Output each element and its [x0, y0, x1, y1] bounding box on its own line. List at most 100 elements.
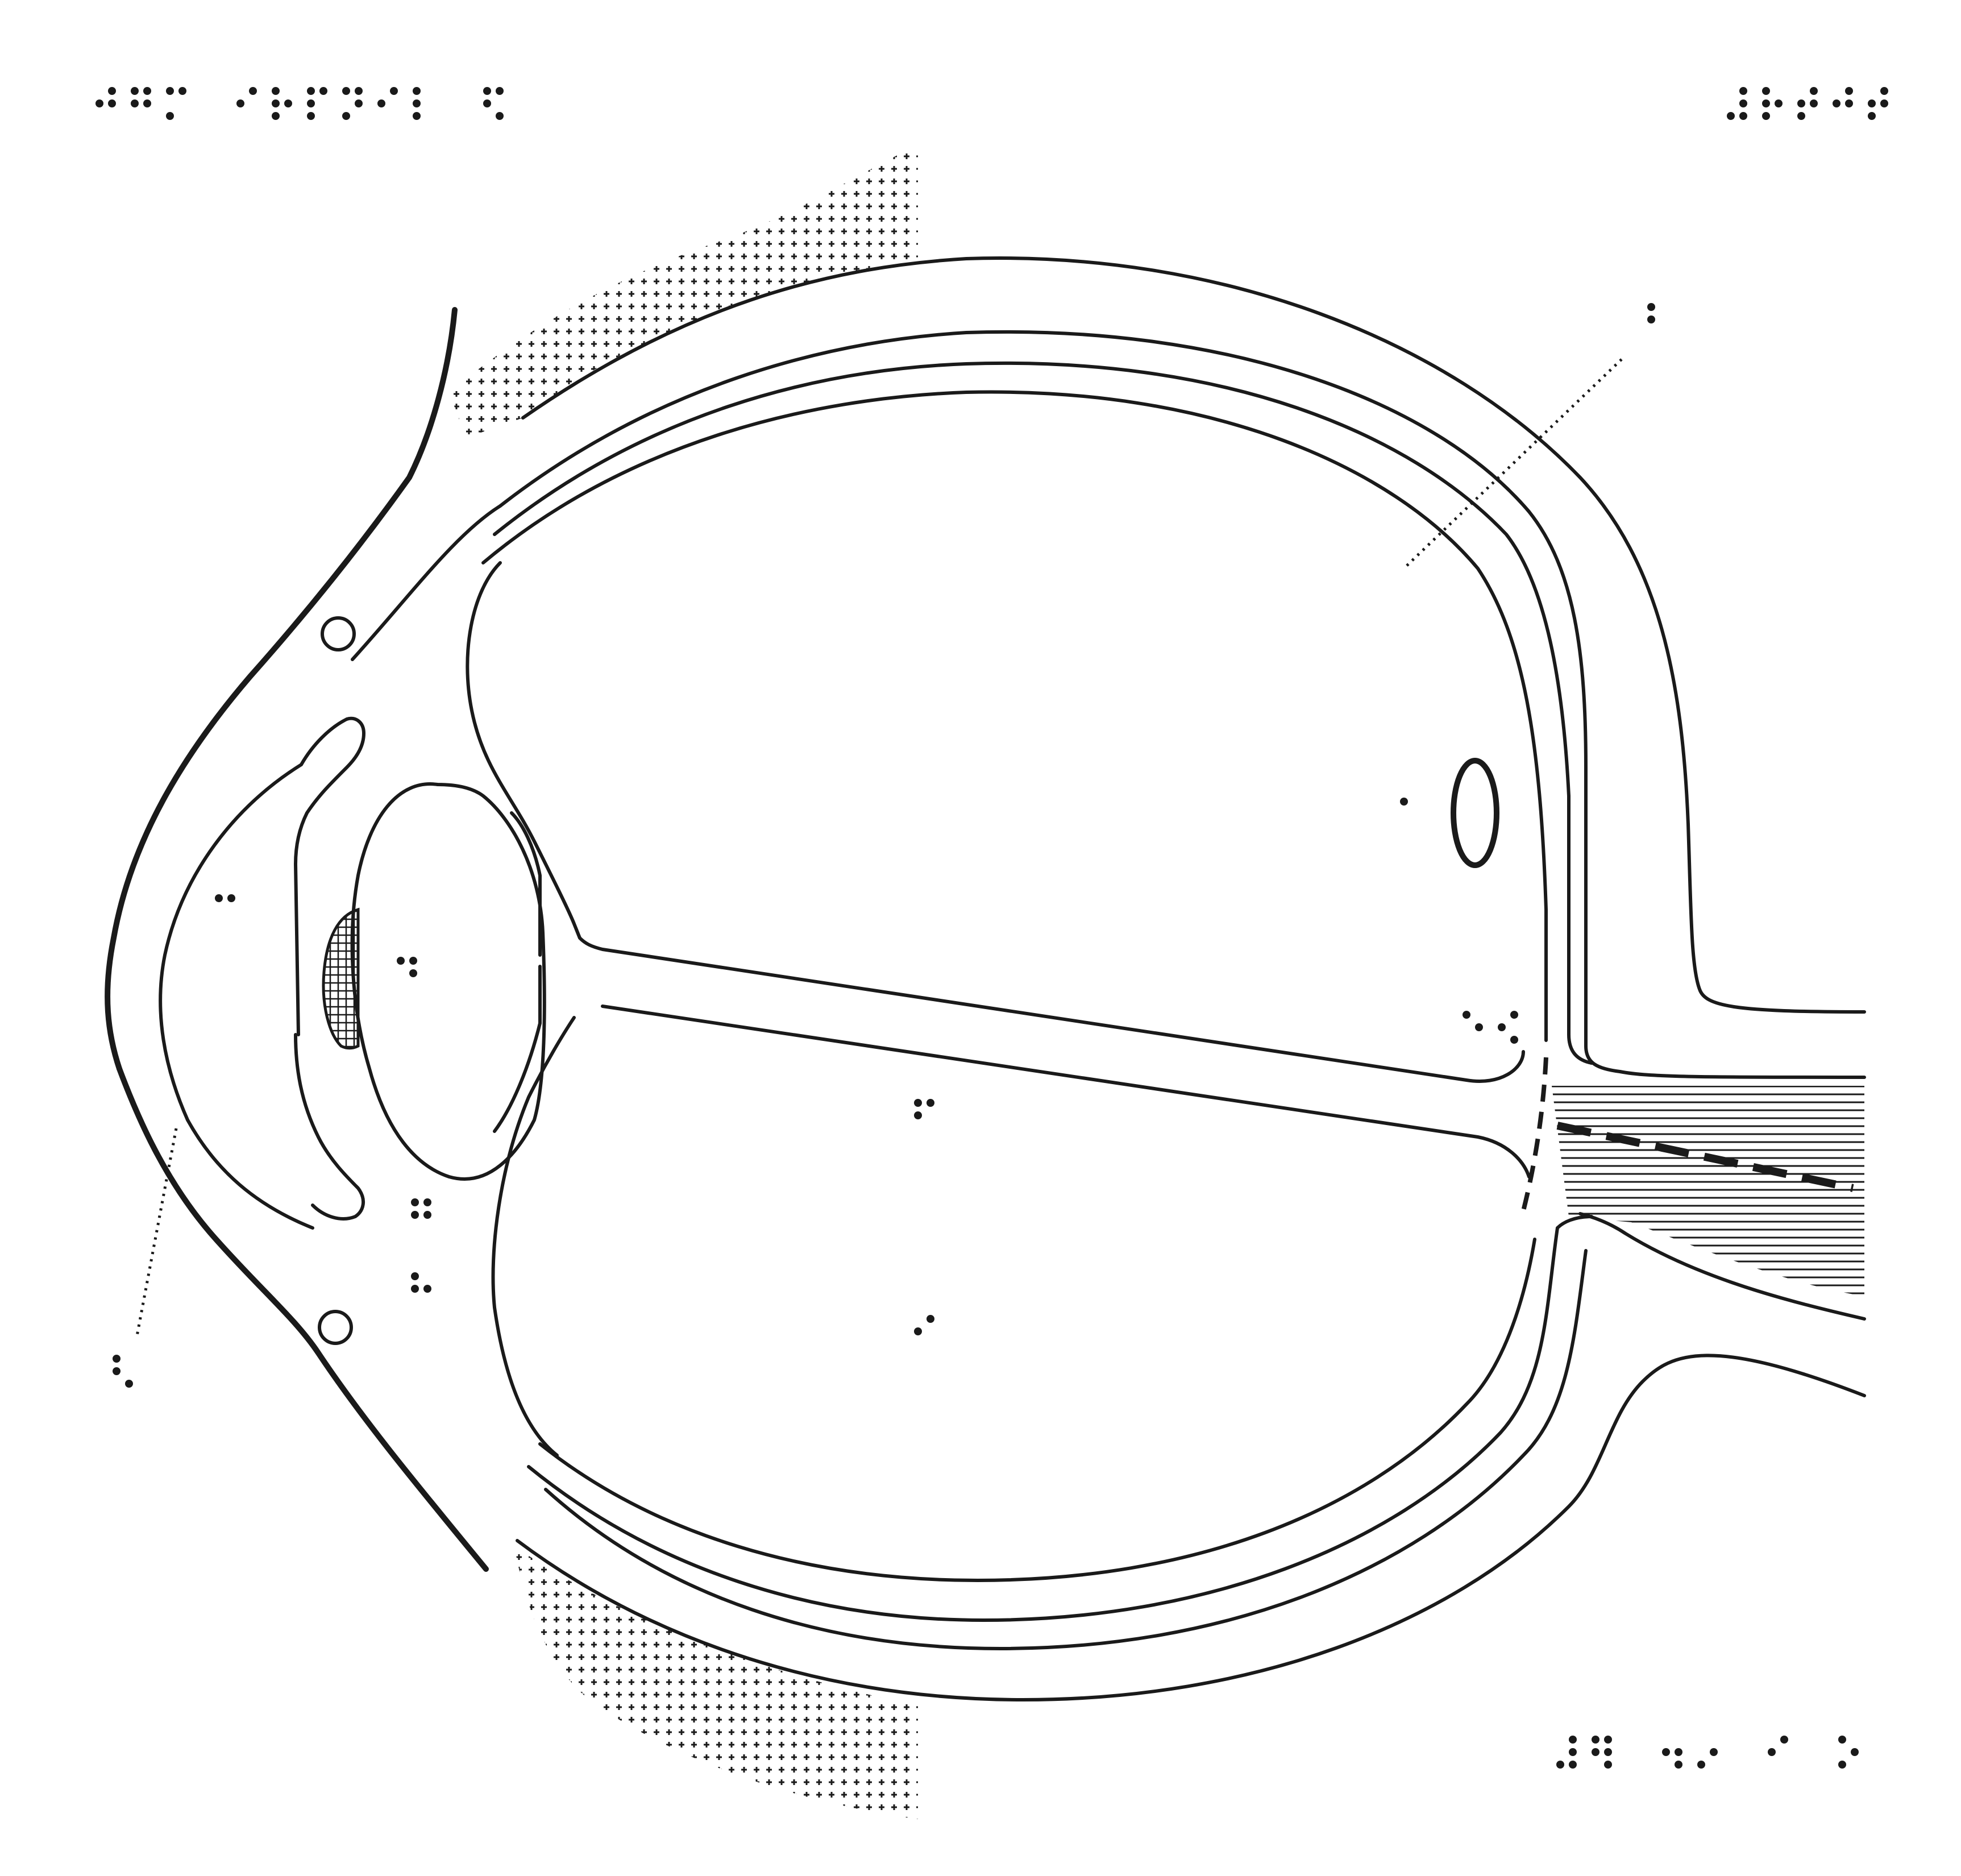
braille-dot	[1780, 1736, 1788, 1744]
braille-dot	[1710, 1748, 1718, 1756]
optic-nerve-sheath-bottom	[1578, 1212, 1866, 1321]
braille-dot	[131, 99, 139, 107]
braille-dot	[1810, 87, 1818, 95]
braille-dot	[1475, 1023, 1483, 1031]
braille-dot	[1510, 1011, 1518, 1019]
braille-dot	[914, 1327, 922, 1335]
braille-dot	[272, 99, 280, 107]
braille-dot	[1762, 99, 1770, 107]
braille-dot	[1662, 1748, 1670, 1756]
braille-dot	[1569, 1736, 1577, 1744]
braille-dot	[1762, 87, 1770, 95]
braille-label-a	[113, 1355, 133, 1388]
braille-footer	[1556, 1736, 1859, 1769]
braille-dot	[1739, 87, 1747, 95]
braille-dot	[1727, 112, 1735, 120]
braille-dot	[423, 1285, 431, 1293]
braille-dot	[496, 112, 504, 120]
braille-dot	[1838, 1761, 1846, 1769]
cornea-outer	[351, 504, 502, 661]
braille-dot	[1739, 99, 1747, 107]
braille-dot	[1797, 99, 1805, 107]
braille-label-b	[1647, 303, 1655, 323]
optic-nerve-dashed	[1556, 1122, 1854, 1192]
braille-dot	[1556, 1761, 1564, 1769]
braille-dot	[411, 1211, 419, 1219]
ciliary-connection-top	[510, 811, 542, 957]
ciliary-connection-bottom	[493, 965, 542, 1133]
braille-dot	[95, 99, 103, 107]
braille-dot	[272, 112, 280, 120]
braille-label-g	[411, 1198, 431, 1219]
braille-dot	[1675, 1761, 1682, 1769]
braille-dot	[1845, 87, 1853, 95]
leader-line-retina	[1406, 357, 1624, 567]
braille-dot	[1762, 112, 1770, 120]
choroid-ring-bottom-outer	[544, 1249, 1588, 1650]
braille-dot	[1797, 112, 1805, 120]
braille-dot	[1838, 1736, 1846, 1744]
braille-dot	[423, 1211, 431, 1219]
braille-dot	[166, 112, 174, 120]
pupil-marker	[322, 907, 360, 1050]
braille-dot	[108, 87, 116, 95]
retina-bottom	[538, 1238, 1536, 1582]
braille-dot	[496, 87, 504, 95]
braille-dot	[1768, 1748, 1776, 1756]
braille-dot	[423, 1198, 431, 1206]
tear-gland-top-icon	[321, 616, 356, 651]
braille-dot	[1592, 1748, 1599, 1756]
braille-dot	[307, 112, 315, 120]
braille-label-i	[914, 1315, 934, 1335]
braille-dot	[1833, 99, 1840, 107]
braille-dot	[1463, 1011, 1470, 1019]
braille-dot	[249, 87, 257, 95]
braille-dot	[125, 1380, 133, 1388]
braille-dot	[355, 87, 363, 95]
fovea-dot-icon	[1400, 798, 1408, 806]
optic-nerve-sheath-top	[1618, 1070, 1866, 1079]
braille-dot	[1810, 99, 1818, 107]
braille-dot	[227, 894, 235, 902]
braille-dot	[390, 87, 398, 95]
anterior-chamber	[159, 763, 314, 1230]
braille-dot	[413, 112, 421, 120]
braille-dot	[1510, 1036, 1518, 1044]
braille-dot	[284, 99, 292, 107]
braille-dot	[411, 1198, 419, 1206]
retina	[481, 390, 1548, 1042]
braille-dot	[307, 87, 315, 95]
braille-dot	[1868, 112, 1876, 120]
orbital-fat-bottom	[514, 1546, 918, 1819]
braille-dot	[409, 957, 417, 965]
braille-dot	[166, 87, 174, 95]
lens	[350, 782, 546, 1181]
braille-dot	[108, 99, 116, 107]
braille-label-e	[1463, 1011, 1518, 1044]
braille-dot	[113, 1355, 121, 1363]
braille-dot	[1604, 1748, 1612, 1756]
choroid-ring-inner	[493, 361, 1593, 1065]
braille-dot	[483, 99, 491, 107]
choroid-ring-bottom	[527, 1215, 1593, 1622]
sclera-outer-bottom	[516, 1354, 1866, 1701]
braille-dot	[927, 1099, 934, 1107]
braille-dot	[397, 957, 405, 965]
braille-dot	[914, 1111, 922, 1119]
braille-dot	[409, 969, 417, 977]
braille-dot	[1880, 99, 1888, 107]
vitreous-lower-outline	[491, 1016, 576, 1457]
braille-dot	[1647, 303, 1655, 311]
braille-dot	[1739, 112, 1747, 120]
braille-label-d	[397, 957, 417, 977]
braille-dot	[1604, 1761, 1612, 1769]
iris-top	[294, 716, 365, 866]
leader-line-cornea	[135, 1128, 178, 1339]
braille-title	[95, 87, 504, 120]
optic-disc-wall	[1521, 1057, 1548, 1211]
braille-label-f	[914, 1099, 934, 1119]
braille-dot	[1498, 1023, 1506, 1031]
braille-dot	[1592, 1736, 1599, 1744]
optic-nerve-shading	[1552, 1086, 1864, 1296]
braille-dot	[113, 1367, 121, 1375]
